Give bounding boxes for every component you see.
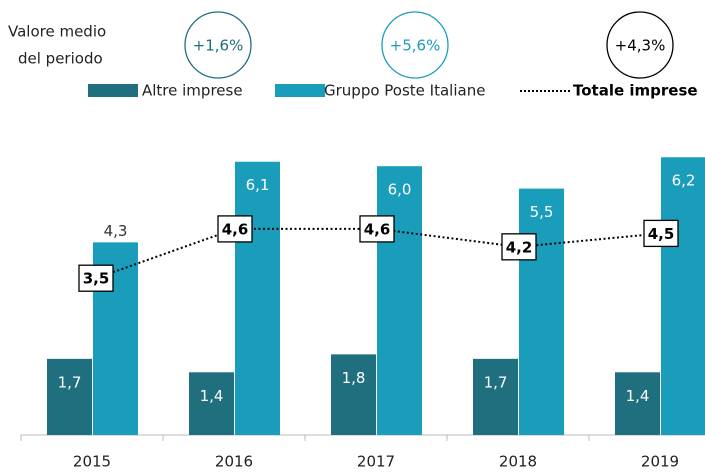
point-box — [78, 264, 114, 292]
x-tick-label: 2019 — [641, 453, 679, 471]
note-line: Valore medio — [8, 23, 106, 41]
bar — [519, 188, 564, 435]
point-label: 4,2 — [506, 238, 533, 256]
legend-label: Totale imprese — [573, 82, 698, 100]
value-label: 4,3 — [104, 222, 128, 240]
value-label: 6,0 — [388, 181, 412, 199]
average-label: +4,3% — [615, 37, 666, 55]
legend-label: Gruppo Poste Italiane — [324, 82, 485, 100]
point-box — [501, 233, 537, 261]
x-tick-label: 2017 — [357, 453, 395, 471]
value-label: 1,7 — [58, 373, 82, 391]
point-label: 3,5 — [83, 270, 110, 288]
value-label: 1,4 — [626, 387, 650, 405]
point-box — [359, 215, 395, 243]
point-label: 4,6 — [364, 220, 391, 238]
point-label: 4,6 — [222, 220, 249, 238]
average-label: +5,6% — [390, 37, 441, 55]
average-label: +1,6% — [193, 37, 244, 55]
value-label: 5,5 — [530, 203, 554, 221]
value-label: 1,8 — [342, 369, 366, 387]
value-label: 1,7 — [484, 373, 508, 391]
value-label: 6,1 — [246, 176, 270, 194]
x-tick-label: 2016 — [215, 453, 253, 471]
average-circle — [184, 11, 252, 79]
average-circle — [606, 11, 674, 79]
bar — [661, 157, 705, 436]
point-box — [217, 215, 253, 243]
value-label: 6,2 — [672, 172, 696, 190]
x-tick-label: 2018 — [499, 453, 537, 471]
average-circle — [381, 11, 449, 79]
bar — [331, 354, 376, 435]
note-line: del periodo — [18, 50, 103, 68]
point-box — [643, 219, 679, 248]
bar — [235, 161, 280, 435]
bar — [189, 372, 234, 435]
legend-label: Altre imprese — [142, 82, 243, 100]
bar — [473, 358, 518, 435]
point-label: 4,5 — [648, 225, 675, 243]
x-tick-label: 2015 — [73, 453, 111, 471]
legend-swatch — [275, 84, 325, 97]
bar — [47, 358, 92, 435]
legend-swatch — [88, 84, 138, 97]
value-label: 1,4 — [200, 387, 224, 405]
bar — [377, 166, 422, 435]
bar — [615, 372, 660, 435]
